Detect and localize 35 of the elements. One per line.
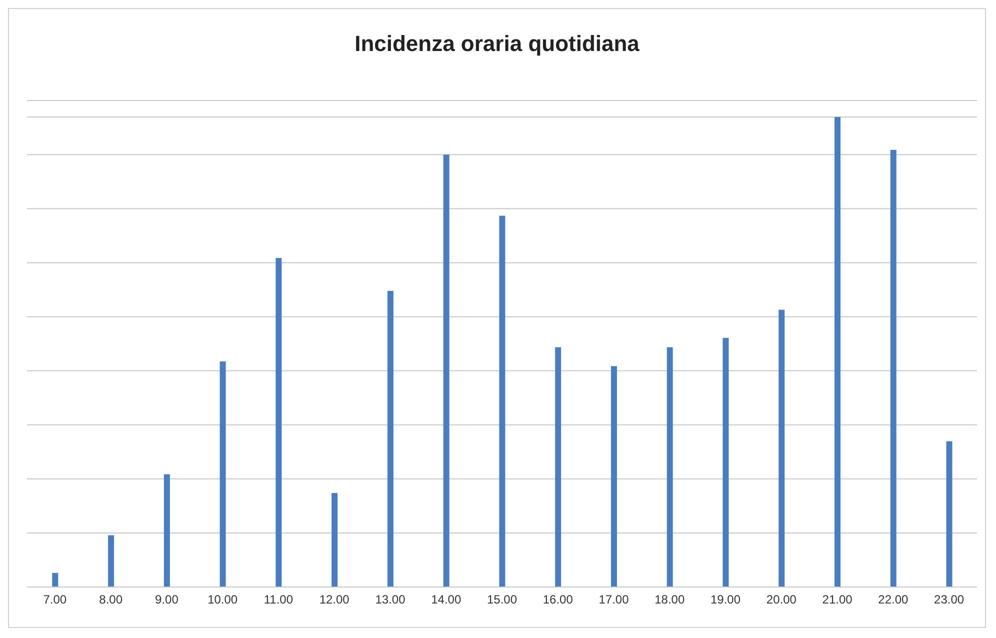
bar [890, 150, 896, 587]
x-tick-label: 18.00 [654, 592, 685, 607]
bar [52, 572, 58, 587]
bar [387, 290, 394, 587]
x-tick-label: 13.00 [375, 592, 406, 607]
x-tick-label: 23.00 [934, 592, 964, 607]
bar [946, 441, 952, 587]
bar [164, 474, 170, 587]
x-tick-label: 10.00 [208, 592, 238, 607]
bar [610, 366, 617, 587]
bar [666, 347, 673, 587]
x-tick-label: 22.00 [878, 592, 909, 607]
x-tick-label: 20.00 [766, 592, 797, 607]
bar [220, 361, 226, 587]
bar [722, 338, 729, 587]
chart-title: Incidenza oraria quotidiana [354, 31, 640, 57]
x-tick-label: 7.00 [43, 592, 67, 607]
x-tick-label: 17.00 [598, 592, 630, 607]
bar [499, 216, 506, 587]
bar [332, 493, 338, 587]
x-tick-label: 9.00 [155, 592, 179, 607]
x-tick-label: 21.00 [822, 592, 853, 607]
bar [443, 154, 450, 587]
x-tick-label: 16.00 [542, 592, 574, 607]
bar [276, 258, 282, 587]
x-tick-label: 8.00 [99, 592, 123, 607]
x-tick-label: 14.00 [431, 592, 462, 607]
x-tick-label: 11.00 [264, 592, 294, 607]
x-tick-label: 12.00 [319, 592, 350, 607]
x-tick-label: 15.00 [486, 592, 518, 607]
bar [834, 117, 840, 587]
bar [555, 347, 562, 587]
bar [108, 535, 114, 587]
bar [778, 310, 785, 587]
x-tick-label: 19.00 [710, 592, 741, 607]
